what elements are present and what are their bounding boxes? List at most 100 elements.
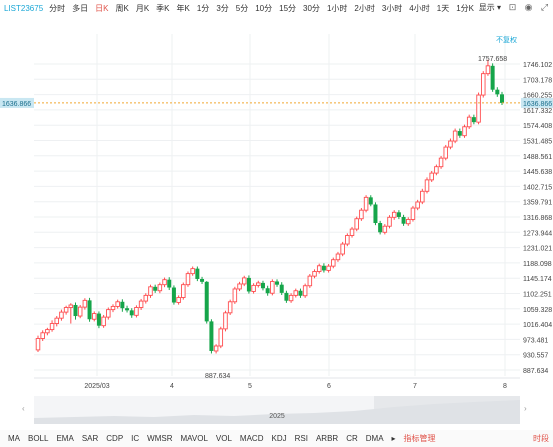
candle-body-up: [68, 304, 74, 308]
candle-body-up: [288, 294, 294, 302]
candle-body-up: [438, 157, 444, 168]
symbol-label[interactable]: LIST23675: [4, 3, 44, 13]
candle-body-down: [495, 89, 500, 95]
candle-body-up: [466, 116, 472, 128]
candle-body-down: [396, 212, 401, 217]
indicator-arbr[interactable]: ARBR: [315, 434, 339, 443]
x-tick-label: 6: [327, 383, 331, 390]
indicator-boll[interactable]: BOLL: [28, 434, 49, 443]
candle-body-down: [457, 131, 462, 136]
y-tick-label: 1617.332: [523, 108, 552, 115]
period-17[interactable]: 1天: [436, 3, 450, 13]
indicator-sar[interactable]: SAR: [81, 434, 99, 443]
fullscreen-icon[interactable]: ⤢: [540, 2, 549, 12]
candle-body-down: [87, 300, 92, 320]
low-price-label: 887.634: [205, 373, 230, 380]
candle-body-up: [143, 294, 149, 302]
period-5[interactable]: 季K: [156, 3, 170, 13]
candle-body-up: [349, 228, 355, 236]
adjust-button[interactable]: 不复权: [496, 35, 517, 44]
candle-body-down: [167, 279, 172, 288]
candle-body-down: [265, 288, 270, 294]
candle-body-up: [293, 290, 299, 296]
range-navigator[interactable]: 2025: [34, 396, 520, 424]
candle-body-down: [209, 321, 214, 351]
indicator-vol[interactable]: VOL: [215, 434, 232, 443]
candle-body-up: [157, 284, 163, 292]
candle-body-up: [134, 307, 139, 316]
candle-body-down: [246, 277, 251, 292]
candle-body-up: [227, 301, 233, 314]
indicator-cdp[interactable]: CDP: [106, 434, 124, 443]
period-14[interactable]: 2小时: [354, 3, 375, 13]
time-button[interactable]: 时段: [533, 434, 549, 443]
candle-body-down: [378, 223, 383, 233]
candle-body-up: [410, 207, 416, 220]
candle-body-down: [401, 216, 406, 224]
y-tick-label: 1188.098: [523, 261, 552, 268]
indicator-mavol[interactable]: MAVOL: [180, 434, 208, 443]
indicator-rsi[interactable]: RSI: [294, 434, 308, 443]
indicator-cr[interactable]: CR: [346, 434, 358, 443]
navigator-left-arrow-icon[interactable]: ‹: [22, 404, 25, 413]
period-10[interactable]: 10分: [255, 3, 273, 13]
candle-body-up: [138, 300, 144, 308]
navigator-right-arrow-icon[interactable]: ›: [524, 404, 527, 413]
candlestick-chart[interactable]: 1746.102 1703.178 1660.255 1617.332 1574.408…: [0, 16, 553, 396]
candle-body-down: [96, 313, 101, 326]
period-8[interactable]: 3分: [216, 3, 229, 13]
candle-body-up: [241, 277, 247, 285]
indicator-macd[interactable]: MACD: [239, 434, 264, 443]
candle-body-up: [237, 283, 242, 290]
y-tick-label: 1145.174: [523, 276, 552, 283]
candle-body-up: [443, 146, 449, 159]
period-15[interactable]: 3小时: [381, 3, 403, 13]
candle-body-up: [59, 311, 64, 319]
period-12[interactable]: 30分: [303, 3, 320, 13]
indicator-bar: MA BOLL EMA SAR CDP IC WMSR MAVOL VOL MACD KDJ RSI A…: [0, 430, 553, 447]
period-13[interactable]: 1小时: [326, 3, 348, 13]
indicator-dma[interactable]: DMA: [365, 434, 384, 443]
candle-body-down: [260, 282, 265, 289]
candle-body-up: [429, 172, 434, 181]
indicator-manage-button[interactable]: 指标管理: [403, 434, 436, 443]
period-7[interactable]: 1分: [196, 3, 210, 13]
period-3[interactable]: 周K: [115, 3, 129, 13]
indicator-ema[interactable]: EMA: [56, 434, 74, 443]
candle-body-up: [331, 259, 336, 267]
period-0[interactable]: 分时: [49, 3, 66, 13]
candle-body-up: [54, 317, 59, 324]
camera-icon[interactable]: ◉: [524, 2, 533, 12]
candle-body-down: [275, 281, 280, 285]
period-4[interactable]: 月K: [135, 3, 150, 13]
candle-body-up: [232, 288, 238, 303]
period-6[interactable]: 年K: [176, 3, 190, 13]
x-tick-label: 8: [503, 383, 507, 390]
y-tick-label: 1059.328: [523, 307, 552, 314]
indicator-wmsr[interactable]: WMSR: [147, 434, 173, 443]
candle-body-up: [387, 216, 392, 227]
indicator-ic[interactable]: IC: [131, 434, 140, 443]
screenshot-icon[interactable]: ⊡: [508, 2, 517, 12]
candle-body-up: [223, 312, 228, 330]
candle-body-up: [340, 243, 345, 255]
indicator-ma[interactable]: MA: [8, 434, 20, 443]
candle-body-up: [148, 286, 153, 296]
indicator-kdj[interactable]: KDJ: [271, 434, 287, 443]
period-1[interactable]: 多日: [72, 3, 89, 13]
candle-body-up: [106, 309, 111, 318]
display-button[interactable]: 显示 ▾: [478, 3, 501, 12]
period-9[interactable]: 5分: [235, 3, 249, 13]
candle-body-up: [382, 225, 388, 233]
x-tick-label: 4: [170, 383, 174, 390]
more-indicators-icon[interactable]: ▸: [391, 434, 396, 443]
period-2[interactable]: 日K: [95, 3, 109, 13]
high-price-label: 1757.658: [478, 56, 507, 63]
candle-body-up: [424, 179, 430, 192]
candle-body-up: [190, 268, 195, 275]
period-11[interactable]: 15分: [279, 3, 297, 13]
period-16[interactable]: 4小时: [409, 3, 430, 13]
period-18[interactable]: 1分K: [456, 3, 474, 13]
candle-body-down: [125, 308, 130, 311]
y-tick-label: 1660.255: [523, 93, 552, 100]
